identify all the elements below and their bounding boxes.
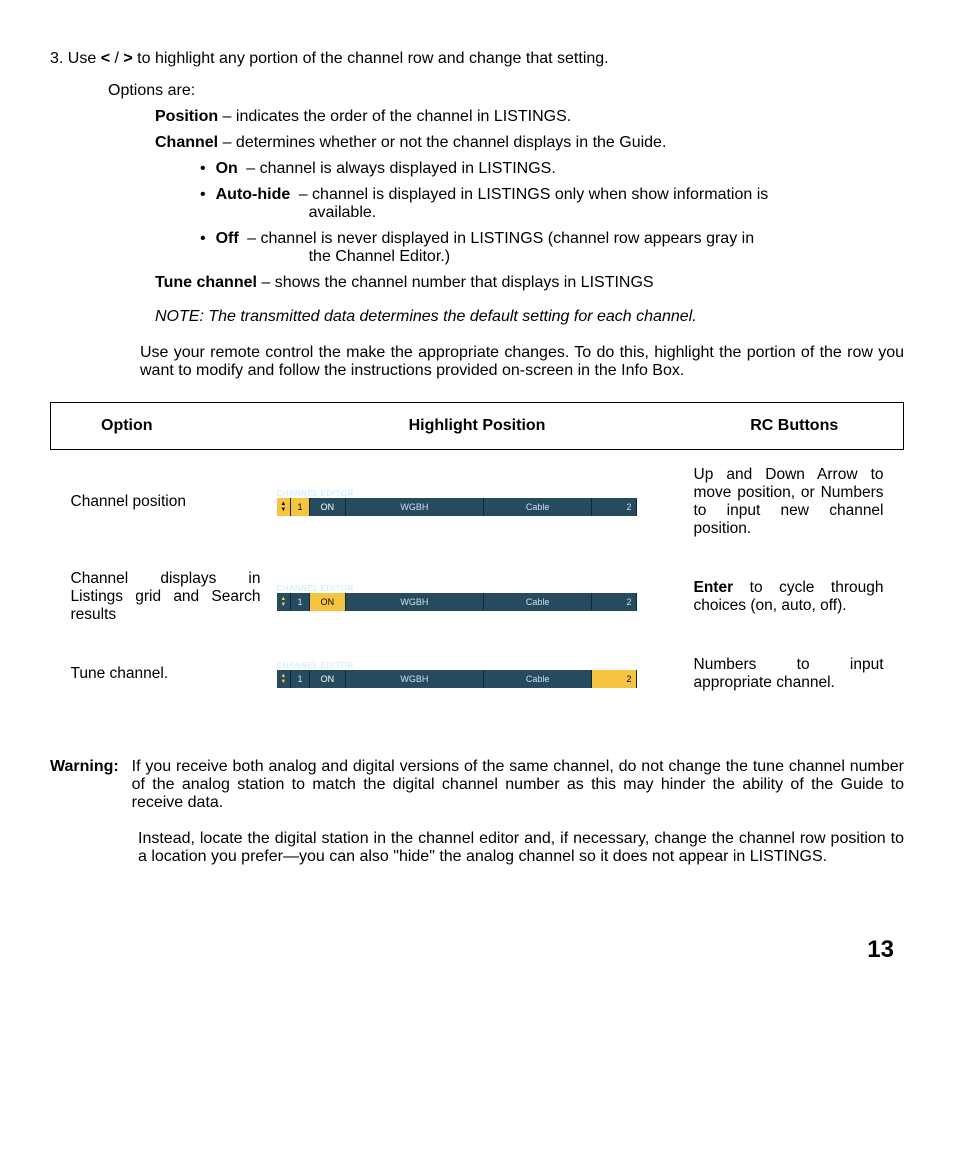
def-channel: Channel – determines whether or not the … — [155, 134, 904, 152]
ce-src: Cable — [484, 498, 593, 516]
channel-editor-bar: CHANNEL EDITOR ▲▼ 1 ON WGBH Cable 2 — [277, 584, 637, 611]
bullet-off-head: Off — [216, 230, 239, 247]
bullet-on: • On – channel is always displayed in LI… — [200, 160, 904, 178]
bullet-autohide: • Auto-hide – channel is displayed in LI… — [200, 186, 904, 222]
gt-symbol: > — [123, 50, 132, 67]
page-number: 13 — [50, 936, 904, 964]
warning-para2: Instead, locate the digital station in t… — [138, 830, 904, 866]
table-row: Channel position CHANNEL EDITOR ▲▼ 1 ON … — [51, 450, 904, 555]
def-tune-body: – shows the channel number that displays… — [257, 274, 654, 291]
def-tune: Tune channel – shows the channel number … — [155, 274, 904, 292]
ce-name: WGBH — [346, 593, 484, 611]
instruction-para: Use your remote control the make the app… — [140, 344, 904, 380]
table-row: Channel displays in Listings grid and Se… — [51, 554, 904, 640]
def-tune-head: Tune channel — [155, 274, 257, 291]
ce-arrows: ▲▼ — [277, 498, 292, 516]
ce-pos: 1 — [291, 670, 310, 688]
slash: / — [110, 50, 123, 67]
note-label: NOTE — [155, 308, 199, 325]
ce-pos: 1 — [291, 593, 310, 611]
highlight-cell: CHANNEL EDITOR ▲▼ 1 ON WGBH Cable 2 — [269, 640, 686, 708]
opt-cell: Tune channel. — [51, 640, 269, 708]
ce-on: ON — [310, 670, 346, 688]
opt-cell: Channel position — [51, 450, 269, 555]
lt-symbol: < — [101, 50, 110, 67]
ce-arrows: ▲▼ — [277, 593, 292, 611]
rc-bold: Enter — [694, 579, 734, 596]
ce-src: Cable — [484, 670, 593, 688]
th-rc: RC Buttons — [686, 403, 904, 450]
ce-num: 2 — [592, 670, 636, 688]
ce-label: CHANNEL EDITOR — [277, 584, 637, 593]
def-position-head: Position — [155, 108, 218, 125]
bullet-dot: • — [200, 230, 206, 266]
step-text-b: to highlight any portion of the channel … — [133, 50, 609, 67]
def-position-body: – indicates the order of the channel in … — [218, 108, 571, 125]
channel-editor-bar: CHANNEL EDITOR ▲▼ 1 ON WGBH Cable 2 — [277, 661, 637, 688]
def-position: Position – indicates the order of the ch… — [155, 108, 904, 126]
highlight-cell: CHANNEL EDITOR ▲▼ 1 ON WGBH Cable 2 — [269, 450, 686, 555]
options-table: Option Highlight Position RC Buttons Cha… — [50, 402, 904, 708]
warning-label: Warning — [50, 758, 113, 775]
bullet-autohide-head: Auto-hide — [216, 186, 291, 203]
th-option: Option — [51, 403, 269, 450]
ce-label: CHANNEL EDITOR — [277, 489, 637, 498]
bullet-dot: • — [200, 186, 206, 222]
step-3: 3. Use < / > to highlight any portion of… — [50, 50, 904, 68]
def-channel-body: – determines whether or not the channel … — [218, 134, 666, 151]
step-number: 3. — [50, 50, 63, 67]
def-channel-head: Channel — [155, 134, 218, 151]
bullet-dot: • — [200, 160, 206, 178]
ce-pos: 1 — [291, 498, 310, 516]
bullet-on-head: On — [216, 160, 238, 177]
ce-num: 2 — [592, 498, 636, 516]
ce-src: Cable — [484, 593, 593, 611]
ce-name: WGBH — [346, 670, 484, 688]
bullet-off-cont: the Channel Editor.) — [309, 248, 904, 266]
bullet-off: • Off – channel is never displayed in LI… — [200, 230, 904, 266]
step-text-a: Use — [68, 50, 101, 67]
table-row: Tune channel. CHANNEL EDITOR ▲▼ 1 ON WGB… — [51, 640, 904, 708]
highlight-cell: CHANNEL EDITOR ▲▼ 1 ON WGBH Cable 2 — [269, 554, 686, 640]
rc-cell: Enter to cycle through choices (on, auto… — [686, 554, 904, 640]
ce-on: ON — [310, 593, 346, 611]
rc-cell: Up and Down Arrow to move position, or N… — [686, 450, 904, 555]
warning-body: If you receive both analog and digital v… — [132, 758, 904, 812]
ce-num: 2 — [592, 593, 636, 611]
warning-sep: : — [113, 758, 118, 775]
bullet-autohide-cont: available. — [309, 204, 904, 222]
ce-arrows: ▲▼ — [277, 670, 292, 688]
bullet-off-body: – channel is never displayed in LISTINGS… — [243, 230, 754, 247]
bullet-on-body: – channel is always displayed in LISTING… — [242, 160, 556, 177]
warning: Warning: If you receive both analog and … — [50, 758, 904, 812]
note-body: The transmitted data determines the defa… — [208, 308, 696, 325]
th-highlight: Highlight Position — [269, 403, 686, 450]
channel-bullets: • On – channel is always displayed in LI… — [200, 160, 904, 266]
ce-on: ON — [310, 498, 346, 516]
bullet-autohide-body: – channel is displayed in LISTINGS only … — [294, 186, 768, 203]
options-label: Options are: — [108, 82, 904, 100]
ce-name: WGBH — [346, 498, 484, 516]
note: NOTE: The transmitted data determines th… — [155, 308, 904, 326]
note-sep: : — [199, 308, 208, 325]
channel-editor-bar: CHANNEL EDITOR ▲▼ 1 ON WGBH Cable 2 — [277, 489, 637, 516]
ce-label: CHANNEL EDITOR — [277, 661, 637, 670]
rc-cell: Numbers to input appropriate channel. — [686, 640, 904, 708]
opt-cell: Channel displays in Listings grid and Se… — [51, 554, 269, 640]
